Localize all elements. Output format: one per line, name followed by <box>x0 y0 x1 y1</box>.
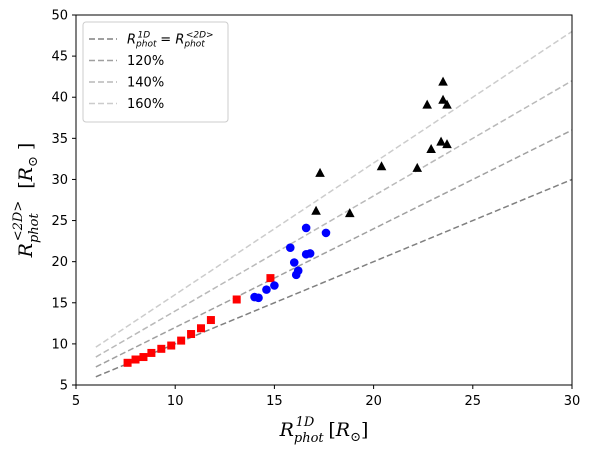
reference-line-4 <box>95 30 573 348</box>
x-tick-label: 15 <box>266 394 283 409</box>
plot-frame <box>75 14 573 386</box>
y-tick-label: 10 <box>51 337 68 352</box>
y-tick-label: 25 <box>51 214 68 229</box>
triangle-point-7 <box>426 144 436 154</box>
triangle-point-8 <box>436 136 446 146</box>
square-point-1 <box>123 358 132 367</box>
x-axis-label: Rphot1D [R⊙] <box>279 415 369 446</box>
reference-line-3 <box>95 80 573 358</box>
triangle-point-9 <box>438 76 448 86</box>
x-tick-label: 20 <box>365 394 382 409</box>
y-tick-label: 30 <box>51 173 68 188</box>
triangle-point-1 <box>311 205 321 215</box>
circle-point-2 <box>254 293 263 303</box>
x-tick-label: 30 <box>564 394 581 409</box>
circle-point-11 <box>305 249 315 258</box>
triangle-point-4 <box>376 161 387 171</box>
square-point-8 <box>187 330 196 339</box>
legend-label-2: 120% <box>127 54 164 69</box>
square-point-9 <box>196 324 205 333</box>
x-tick-label: 5 <box>72 394 80 409</box>
y-axis: 5 10 15 20 25 30 35 40 45 50 <box>51 9 76 394</box>
square-point-7 <box>177 336 186 345</box>
circle-point-8 <box>293 266 303 276</box>
circle-point-5 <box>285 243 295 252</box>
circle-point-6 <box>289 258 299 267</box>
x-tick-label: 10 <box>167 394 184 409</box>
y-axis-label: Rphot<2D> [R⊙ ] <box>11 143 42 259</box>
triangle-point-2 <box>315 167 325 177</box>
triangle-point-11 <box>442 139 452 149</box>
circle-point-12 <box>321 228 331 238</box>
legend-label-4: 160% <box>127 97 164 112</box>
x-axis: 5 10 15 20 25 30 <box>72 385 580 409</box>
legend-label-3: 140% <box>127 76 164 91</box>
x-tick-label: 25 <box>465 394 482 409</box>
y-tick-label: 20 <box>51 255 68 270</box>
square-point-2 <box>131 355 140 364</box>
y-tick-label: 45 <box>51 50 68 65</box>
square-point-5 <box>157 344 166 353</box>
data-points <box>123 76 452 367</box>
square-point-3 <box>139 353 148 362</box>
y-tick-label: 15 <box>51 296 68 311</box>
y-tick-label: 5 <box>60 379 68 394</box>
legend-label-1: Rphot1D = Rphot<2D> <box>127 31 214 50</box>
reference-line-2 <box>95 129 573 368</box>
triangle-point-10 <box>438 94 448 104</box>
legend-box <box>82 21 229 123</box>
square-point-12 <box>266 274 275 283</box>
y-tick-label: 40 <box>51 91 68 106</box>
circle-point-10 <box>301 223 311 233</box>
triangle-point-12 <box>442 99 452 109</box>
y-tick-label: 35 <box>51 132 68 147</box>
square-point-10 <box>206 316 215 325</box>
square-point-6 <box>167 341 176 350</box>
square-point-11 <box>232 295 241 304</box>
triangle-point-5 <box>412 162 423 172</box>
square-point-4 <box>147 348 156 357</box>
legend: Rphot1D = Rphot<2D> 120% 140% 160% <box>82 21 229 123</box>
y-tick-label: 50 <box>51 9 68 24</box>
circle-point-3 <box>262 285 271 294</box>
triangle-point-3 <box>344 208 355 218</box>
triangle-point-6 <box>422 99 432 109</box>
circle-point-4 <box>270 281 279 290</box>
